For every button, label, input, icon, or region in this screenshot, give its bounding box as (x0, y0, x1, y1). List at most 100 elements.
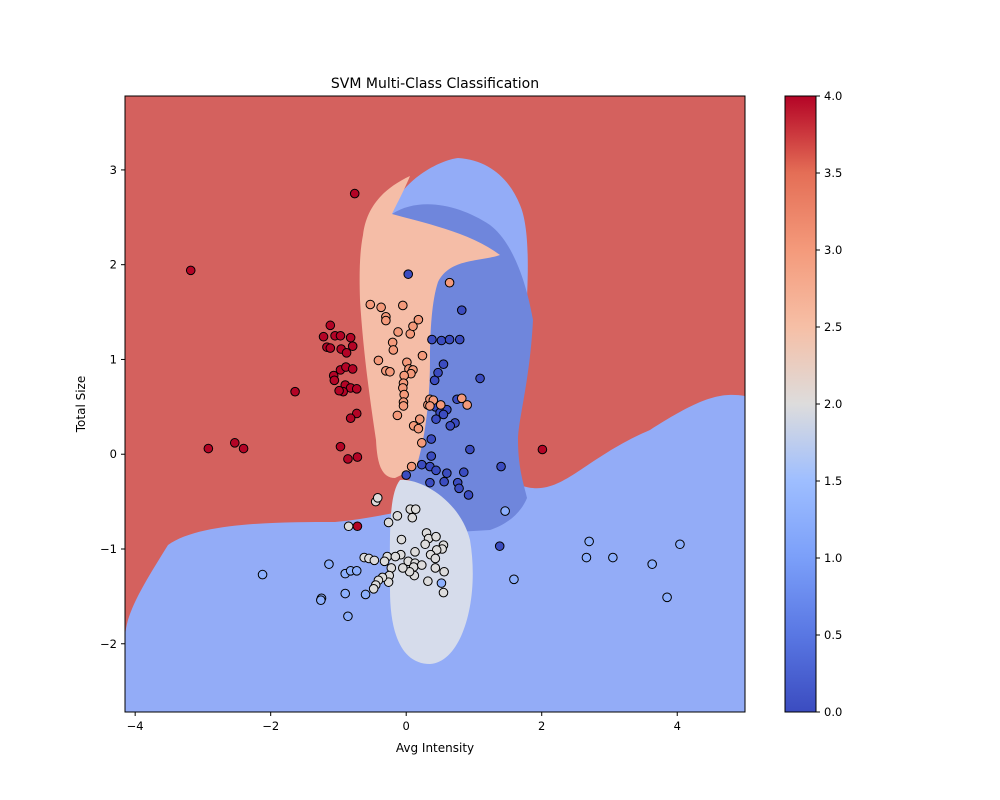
plot-area (124, 95, 746, 713)
chart-title: SVM Multi-Class Classification (331, 76, 539, 92)
y-tick-label: 1 (110, 352, 117, 366)
data-point-class-3 (462, 400, 472, 410)
data-point-class-3 (413, 314, 424, 325)
colorbar-tick-label: 1.0 (824, 551, 842, 565)
y-axis: −2 −1 0 1 2 3 (100, 163, 125, 651)
data-point-class-4 (351, 384, 362, 394)
data-point-class-3 (398, 401, 409, 411)
colorbar-tick-label: 1.5 (824, 474, 842, 488)
data-point-class-2 (410, 504, 421, 514)
data-point-class-0 (431, 465, 441, 476)
data-point-class-1 (324, 559, 334, 569)
data-point-class-4 (185, 265, 196, 276)
data-point-class-3 (376, 302, 386, 313)
colorbar-tick-label: 2.0 (824, 397, 842, 411)
data-point-class-2 (430, 553, 441, 564)
colorbar-tick-label: 3.0 (824, 243, 842, 257)
data-point-class-0 (456, 305, 467, 315)
data-point-class-4 (203, 443, 214, 454)
data-point-class-2 (398, 563, 408, 573)
data-point-class-0 (426, 434, 437, 444)
decision-regions (125, 96, 745, 712)
data-point-class-1 (608, 552, 618, 563)
x-tick-label: 2 (538, 719, 545, 733)
data-point-class-3 (425, 401, 435, 411)
data-point-class-4 (329, 375, 340, 386)
data-point-class-2 (430, 563, 441, 573)
data-point-class-3 (406, 461, 417, 472)
data-point-class-4 (335, 330, 346, 341)
data-point-class-4 (290, 386, 300, 397)
data-point-class-2 (392, 511, 403, 521)
data-point-class-3 (385, 366, 395, 377)
data-point-class-1 (675, 539, 685, 550)
data-point-class-0 (433, 367, 443, 378)
data-point-class-0 (436, 335, 447, 346)
data-point-class-4 (335, 441, 346, 452)
data-point-class-0 (438, 409, 449, 420)
data-point-class-1 (436, 578, 447, 588)
data-point-class-4 (229, 438, 240, 448)
data-point-class-0 (454, 483, 464, 494)
data-point-class-0 (426, 451, 437, 461)
data-point-class-0 (494, 541, 505, 551)
data-point-class-3 (388, 345, 399, 355)
x-axis-label: Avg Intensity (396, 741, 474, 755)
x-tick-label: 0 (403, 719, 410, 733)
data-point-class-2 (343, 521, 354, 532)
data-point-class-0 (454, 334, 465, 345)
data-point-class-1 (257, 569, 268, 580)
data-point-class-3 (416, 438, 427, 448)
data-point-class-4 (325, 343, 336, 353)
data-point-class-2 (423, 576, 433, 587)
data-point-class-0 (445, 420, 456, 431)
data-point-class-0 (463, 490, 474, 500)
data-point-class-3 (413, 423, 424, 434)
data-point-class-0 (458, 467, 469, 478)
colorbar-tick-label: 0.5 (824, 628, 842, 642)
colorbar: 0.0 0.5 1.0 1.5 2.0 2.5 3.0 3.5 4.0 (784, 89, 842, 719)
data-point-class-3 (417, 350, 428, 361)
region-class-0 (392, 204, 533, 533)
data-point-class-0 (439, 476, 449, 487)
data-point-class-4 (343, 454, 353, 464)
data-point-class-4 (345, 413, 356, 424)
data-point-class-4 (325, 320, 336, 331)
data-point-class-0 (475, 373, 485, 384)
data-point-class-0 (431, 414, 441, 424)
colorbar-tick-label: 4.0 (824, 89, 842, 103)
data-point-class-1 (340, 588, 351, 599)
data-point-class-4 (238, 443, 249, 454)
colorbar-gradient (785, 96, 816, 712)
data-point-class-0 (425, 477, 435, 488)
data-point-class-0 (444, 334, 455, 345)
data-point-class-0 (438, 359, 449, 369)
data-point-class-4 (352, 452, 363, 462)
data-point-class-1 (500, 506, 510, 516)
colorbar-ticks: 0.0 0.5 1.0 1.5 2.0 2.5 3.0 3.5 4.0 (816, 89, 842, 719)
data-point-class-1 (316, 595, 326, 605)
colorbar-tick-label: 2.5 (824, 320, 842, 334)
data-point-class-4 (347, 364, 358, 374)
x-tick-label: −2 (262, 719, 279, 733)
data-point-class-1 (581, 552, 592, 563)
data-point-class-3 (414, 414, 425, 424)
data-point-class-3 (392, 410, 403, 421)
data-point-class-0 (403, 269, 414, 279)
data-point-class-2 (369, 555, 380, 566)
region-class-2 (389, 479, 473, 664)
data-point-class-0 (416, 459, 427, 470)
data-point-class-4 (334, 385, 344, 396)
data-point-class-4 (349, 188, 360, 199)
data-point-class-0 (465, 444, 475, 455)
data-point-class-3 (444, 277, 455, 288)
data-point-class-3 (365, 299, 376, 310)
colorbar-tick-label: 3.5 (824, 166, 842, 180)
data-point-class-1 (662, 592, 672, 603)
data-point-class-4 (345, 332, 356, 343)
data-point-class-2 (410, 547, 420, 557)
data-point-class-3 (398, 300, 408, 311)
y-tick-label: 3 (110, 163, 117, 177)
data-point-class-4 (352, 521, 363, 532)
